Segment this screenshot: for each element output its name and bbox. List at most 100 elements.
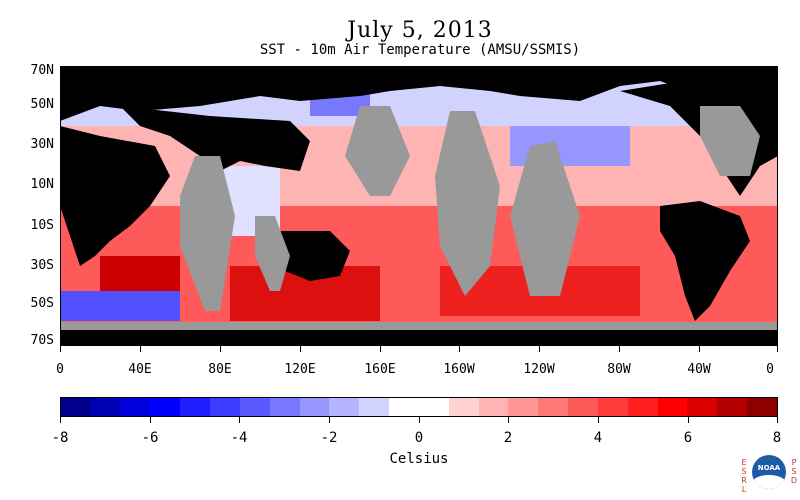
colorbar <box>60 397 778 417</box>
logo-letter: S <box>741 467 747 476</box>
noaa-logo-text: NOAA <box>757 464 781 472</box>
lon-tick <box>380 346 381 352</box>
colorbar-tick <box>598 417 599 423</box>
lon-label-80w: 80W <box>607 362 631 377</box>
colorbar-label-4: 4 <box>593 430 603 446</box>
lon-tick <box>539 346 540 352</box>
colorbar-unit-label: Celsius <box>389 451 449 467</box>
lon-label-80e: 80E <box>208 362 232 377</box>
no-data-swath-4 <box>435 111 500 296</box>
colorbar-tick <box>60 417 61 423</box>
colorbar-swatch <box>747 398 777 416</box>
lon-tick <box>619 346 620 352</box>
colorbar-tick <box>508 417 509 423</box>
no-data-swath-6 <box>700 106 760 176</box>
lat-label-50s: 50S <box>30 296 54 311</box>
logo-letters-right: P S D <box>790 458 798 485</box>
lon-tick <box>300 346 301 352</box>
no-data-swath-3 <box>345 106 410 196</box>
asia-land <box>120 106 310 171</box>
colorbar-swatch <box>180 398 211 416</box>
colorbar-swatch <box>120 398 151 416</box>
lat-label-50n: 50N <box>30 97 54 112</box>
colorbar-swatch <box>389 398 419 416</box>
map-subtitle: SST - 10m Air Temperature (AMSU/SSMIS) <box>259 42 581 58</box>
logo-letter: D <box>790 476 798 485</box>
colorbar-label-6: 6 <box>683 430 693 446</box>
lat-label-70n: 70N <box>30 63 54 78</box>
colorbar-label-neg8: -8 <box>51 430 69 446</box>
colorbar-swatch <box>657 398 688 416</box>
lon-tick <box>140 346 141 352</box>
lat-label-10n: 10N <box>30 177 54 192</box>
no-data-antarctic-band <box>60 322 778 330</box>
map-title: July 5, 2013 <box>347 18 493 43</box>
logo-letter: L <box>741 485 747 494</box>
colorbar-label-8: 8 <box>772 430 782 446</box>
colorbar-tick <box>777 417 778 423</box>
colorbar-swatch <box>61 398 91 416</box>
lon-tick <box>220 346 221 352</box>
logo-letters-left: E S R L <box>740 458 748 494</box>
lat-label-10s: 10S <box>30 218 54 233</box>
colorbar-swatch <box>538 398 569 416</box>
colorbar-swatch <box>568 398 598 416</box>
colorbar-swatch <box>210 398 240 416</box>
lon-label-160e: 160E <box>364 362 396 377</box>
logo-letter: P <box>791 458 797 467</box>
colorbar-tick <box>688 417 689 423</box>
noaa-logo: NOAA <box>752 455 786 489</box>
colorbar-swatch <box>418 398 449 416</box>
colorbar-swatch <box>269 398 300 416</box>
antarctica-land <box>60 328 778 346</box>
lat-label-30s: 30S <box>30 258 54 273</box>
warm-anomaly-indian <box>100 256 180 296</box>
colorbar-tick <box>329 417 330 423</box>
noaa-bird-icon <box>752 475 786 489</box>
colorbar-label-2: 2 <box>503 430 513 446</box>
africa-land <box>60 126 170 266</box>
sst-anomaly-map <box>60 66 778 346</box>
lon-label-160w: 160W <box>443 362 475 377</box>
lon-label-40e: 40E <box>128 362 152 377</box>
map-canvas <box>60 66 778 346</box>
south-america-land <box>660 201 750 321</box>
colorbar-swatch <box>329 398 360 416</box>
lon-tick <box>777 346 778 352</box>
logo-letter: R <box>741 476 747 485</box>
lon-tick <box>60 346 61 352</box>
colorbar-tick <box>150 417 151 423</box>
colorbar-swatch <box>717 398 748 416</box>
lat-label-70s: 70S <box>30 333 54 348</box>
colorbar-label-neg6: -6 <box>141 430 159 446</box>
colorbar-swatch <box>478 398 509 416</box>
cold-anomaly-southern-ocean <box>60 291 180 321</box>
lon-label-0-end: 0 <box>766 362 774 377</box>
colorbar-swatch <box>448 398 479 416</box>
lon-tick <box>459 346 460 352</box>
lon-label-40w: 40W <box>687 362 711 377</box>
lon-tick <box>699 346 700 352</box>
colorbar-label-0: 0 <box>414 430 424 446</box>
colorbar-swatch <box>597 398 628 416</box>
colorbar-tick <box>419 417 420 423</box>
lon-label-0: 0 <box>56 362 64 377</box>
colorbar-swatch <box>687 398 718 416</box>
colorbar-swatch <box>299 398 330 416</box>
colorbar-swatch <box>150 398 181 416</box>
logo-letter: E <box>741 458 747 467</box>
lon-label-120w: 120W <box>523 362 555 377</box>
colorbar-swatch <box>359 398 390 416</box>
logo-letter: S <box>791 467 797 476</box>
colorbar-swatch <box>627 398 658 416</box>
colorbar-swatch <box>508 398 539 416</box>
no-data-swath-1 <box>180 156 235 311</box>
lon-label-120e: 120E <box>284 362 316 377</box>
no-data-swath-5 <box>510 141 580 296</box>
north-land-mass <box>60 66 778 121</box>
colorbar-swatch <box>239 398 270 416</box>
lat-label-30n: 30N <box>30 137 54 152</box>
colorbar-label-neg2: -2 <box>320 430 338 446</box>
australia-land <box>270 231 350 281</box>
colorbar-label-neg4: -4 <box>230 430 248 446</box>
